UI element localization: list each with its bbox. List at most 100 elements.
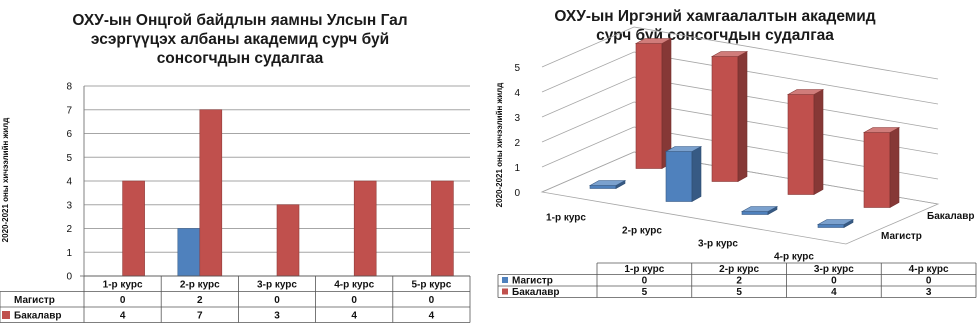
left-chart: ОХУ-ын Онцгой байдлын яамны Улсын Гал эсэ… (0, 12, 471, 323)
bar-magistr (664, 145, 703, 203)
chart-title-line: ОХУ-ын Иргэний хамгаалалтын академид (554, 8, 875, 25)
table-value: 0 (429, 295, 435, 306)
y-tick-label: 2 (514, 138, 520, 149)
bar-bakalavr-side (737, 50, 748, 183)
category-label: 1-р курс (103, 280, 143, 291)
table-value: 7 (197, 311, 203, 322)
table-value: 0 (120, 295, 126, 306)
bar-magistr-top (664, 146, 703, 152)
y-tick-label: 6 (66, 129, 72, 140)
y-tick-label: 1 (514, 163, 520, 174)
bar-bakalavr-side (661, 37, 672, 170)
table-value: 3 (926, 287, 932, 298)
legend-key (502, 277, 508, 283)
bar-bakalavr-top (862, 127, 901, 133)
bar-magistr (816, 218, 855, 229)
chart-title-line: сонсогчдын судалгаа (157, 50, 324, 67)
bar-bakalavr-side (889, 126, 900, 209)
bar-bakalavr (431, 180, 454, 277)
left-chart-panel: ОХУ-ын Онцгой байдлын яамны Улсын Гал эсэ… (0, 0, 476, 328)
legend-key (2, 311, 10, 319)
bar-magistr-top (588, 180, 627, 186)
bar-bakalavr (199, 109, 223, 277)
bar-bakalavr (353, 180, 377, 277)
bar-bakalavr-front (711, 56, 739, 182)
bar-magistr-front (741, 211, 769, 215)
bar-magistr (740, 205, 779, 216)
y-tick-label: 3 (514, 113, 520, 124)
table-value: 4 (120, 311, 126, 322)
bar-magistr-side (691, 145, 702, 203)
bar-magistr (177, 228, 201, 277)
table-header: 3-р курс (814, 264, 854, 275)
category-label: 5-р курс (411, 280, 451, 291)
y-tick-label: 0 (66, 272, 72, 283)
bar-bakalavr-front (787, 94, 815, 195)
bar-magistr (588, 179, 627, 190)
right-chart-panel: ОХУ-ын Иргэний хамгаалалтын академид сурч… (480, 0, 978, 328)
table-value: 0 (351, 295, 357, 306)
y-tick-label: 1 (66, 248, 72, 259)
bar-bakalavr-top (710, 51, 749, 57)
legend-label: Бакалавр (512, 287, 560, 298)
bar-magistr-front (665, 151, 693, 202)
category-label: 2-р курс (622, 226, 662, 237)
bar-magistr-top (740, 206, 779, 212)
table-value: 3 (274, 311, 280, 322)
chart-title-line: ОХУ-ын Онцгой байдлын яамны Улсын Гал (72, 12, 407, 29)
table-value: 0 (831, 276, 837, 287)
chart-title-line: эсэргүүцэх албаны академид сурч буй (91, 31, 389, 48)
bar-bakalavr (786, 88, 825, 196)
category-label: 3-р курс (257, 280, 297, 291)
bar-bakalavr (710, 50, 749, 183)
table-value: 4 (831, 287, 837, 298)
table-value: 0 (926, 276, 932, 287)
bar-bakalavr-top (786, 89, 825, 95)
y-tick-label: 5 (514, 63, 520, 74)
gridline (541, 26, 939, 80)
bar-bakalavr-side (813, 88, 824, 196)
y-tick-label: 3 (66, 200, 72, 211)
legend-label: Магистр (512, 276, 553, 287)
bar-magistr-top (816, 219, 855, 225)
bar-bakalavr (862, 126, 901, 209)
y-axis-label: 2020-2021 оны хичээлийн жилд (1, 118, 10, 243)
category-label: 4-р курс (334, 280, 374, 291)
table-value: 0 (642, 276, 648, 287)
gridline (541, 51, 939, 105)
bar-bakalavr-top (634, 38, 673, 44)
gridline (541, 101, 939, 155)
y-tick-label: 5 (66, 153, 72, 164)
y-tick-label: 7 (66, 105, 72, 116)
table-value: 4 (351, 311, 357, 322)
category-label: 1-р курс (546, 213, 586, 224)
table-value: 0 (274, 295, 280, 306)
y-tick-label: 0 (514, 188, 520, 199)
bar-bakalavr (276, 204, 300, 277)
legend-key (502, 288, 508, 295)
gridline (541, 126, 939, 180)
bar-bakalavr (122, 180, 145, 277)
right-chart: ОХУ-ын Иргэний хамгаалалтын академид сурч… (495, 8, 977, 298)
y-axis-label: 2020-2021 оны хичээлийн жилд (495, 83, 504, 208)
table-header: 1-р курс (624, 264, 664, 275)
bar-magistr-front (589, 185, 617, 189)
table-value: 5 (736, 287, 742, 298)
legend-label: Магистр (14, 295, 55, 306)
category-label: 3-р курс (698, 239, 738, 250)
category-label: 2-р курс (180, 280, 220, 291)
bar-magistr-front (817, 224, 845, 228)
bar-bakalavr-front (863, 132, 891, 208)
floor (540, 151, 940, 245)
table-value: 5 (642, 287, 648, 298)
y-tick-label: 8 (66, 82, 72, 93)
table-value: 4 (429, 311, 435, 322)
series-axis-label: Магистр (881, 231, 922, 242)
table-header: 4-р курс (909, 264, 949, 275)
category-label: 4-р курс (774, 252, 814, 263)
table-value: 2 (197, 295, 203, 306)
table-value: 2 (736, 276, 742, 287)
y-tick-label: 4 (514, 88, 520, 99)
bar-bakalavr-front (635, 43, 663, 169)
series-axis-label: Бакалавр (927, 211, 975, 222)
